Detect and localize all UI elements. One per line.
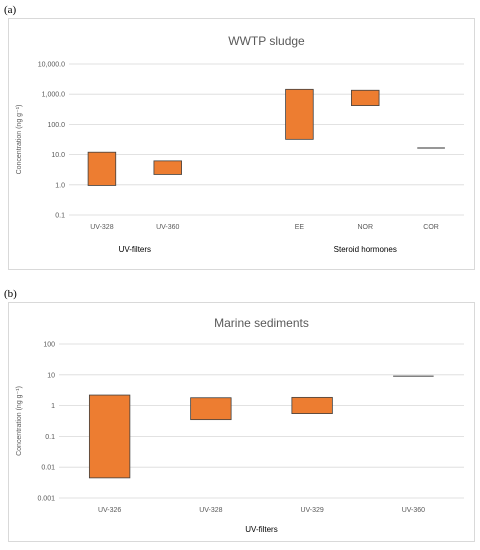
chart-b: Marine sediments 0.001 0.01 0.1 1 10 100 Concen…: [16, 316, 464, 534]
chart-a-ytick-label: 1,000.0: [42, 92, 65, 99]
chart-b-title: Marine sediments: [214, 316, 309, 330]
chart-a-category-label: COR: [423, 224, 439, 231]
chart-a-category-label: UV-328: [90, 224, 113, 231]
chart-b-category-label: UV-360: [402, 507, 425, 514]
chart-a-group-label: Steroid hormones: [334, 245, 397, 254]
chart-a-group-label: UV-filters: [119, 245, 151, 254]
chart-a-category-label: NOR: [357, 224, 373, 231]
panel-label-a: (a): [4, 4, 17, 16]
chart-a-bar-nor: [351, 89, 380, 106]
chart-b-ytick-label: 10: [47, 372, 55, 379]
chart-a-bar-uv-360: [153, 160, 182, 175]
chart-a-category-label: EE: [295, 224, 305, 231]
chart-b-ytick-label: 0.001: [37, 496, 55, 503]
chart-a-bar-ee: [285, 88, 314, 140]
chart-b-ytick-label: 1: [51, 403, 55, 410]
chart-b-ylabel: Concentration (ng g⁻¹): [16, 386, 23, 456]
chart-b-bar-uv-326: [88, 394, 131, 479]
chart-a-ylabel: Concentration (ng g⁻¹): [16, 105, 23, 175]
chart-b-ytick-label: 100: [43, 342, 55, 349]
chart-a-ytick-label: 1.0: [55, 182, 65, 189]
chart-a-title: WWTP sludge: [228, 34, 305, 48]
chart-b-ytick-label: 0.1: [45, 434, 55, 441]
chart-a-bar-uv-328: [87, 151, 117, 186]
chart-a-frame: WWTP sludge 0.1 1.0 10.0 100.0 1,000.0 10,000.…: [8, 18, 475, 270]
chart-a-ytick-label: 100.0: [47, 122, 65, 129]
chart-b-bar-uv-328: [190, 397, 232, 421]
panel-label-b: (b): [4, 288, 17, 300]
chart-b-category-label: UV-328: [199, 507, 222, 514]
chart-a-ytick-label: 0.1: [55, 213, 65, 220]
chart-b-bar-uv-329: [291, 396, 333, 414]
chart-a-ytick-label: 10,000.0: [38, 62, 65, 69]
chart-b-ytick-label: 0.01: [41, 465, 55, 472]
chart-b-frame: Marine sediments 0.001 0.01 0.1 1 10 100 Concen…: [8, 302, 475, 542]
chart-b-category-label: UV-329: [300, 507, 323, 514]
chart-a-ytick-label: 10.0: [51, 152, 65, 159]
chart-b-category-label: UV-326: [98, 507, 121, 514]
chart-b-xlabel: UV-filters: [245, 525, 277, 534]
chart-a-category-label: UV-360: [156, 224, 179, 231]
chart-a: WWTP sludge 0.1 1.0 10.0 100.0 1,000.0 10,000.…: [16, 34, 464, 254]
